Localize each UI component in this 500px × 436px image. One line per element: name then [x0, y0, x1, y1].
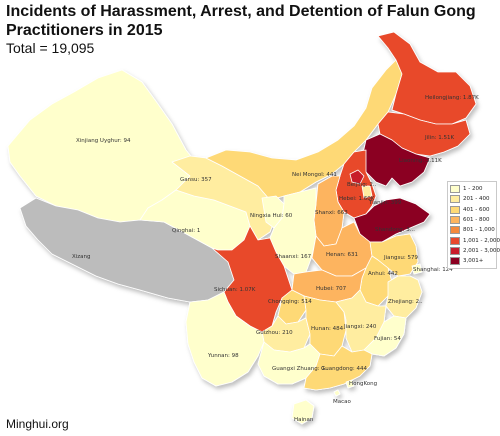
label-zhejiang: Zhejiang: 2.. — [388, 299, 423, 305]
legend-item: 201 - 400 — [450, 194, 494, 204]
label-xinjiang: Xinjiang Uyghur: 94 — [76, 138, 131, 144]
province-fujian[interactable] — [363, 315, 407, 357]
legend-swatch — [450, 226, 460, 235]
label-jiangxi: Jiangxi: 240 — [343, 324, 377, 330]
total-count: Total = 19,095 — [6, 40, 95, 56]
label-henan: Henan: 631 — [326, 252, 358, 258]
label-guangxi: Guangxi Zhuang: 1.. — [272, 366, 329, 372]
label-hongkong: HongKong — [349, 381, 377, 387]
label-beijing: Beijing: 2.. — [347, 182, 377, 188]
label-liaoning: Liaoning: 3.11K — [399, 158, 442, 164]
province-hongkong[interactable] — [345, 379, 355, 389]
label-xizang: Xizang — [72, 254, 91, 260]
label-hainan: Hainan — [294, 417, 314, 423]
province-guangdong[interactable] — [303, 345, 373, 391]
legend-swatch — [450, 205, 460, 214]
province-liaoning[interactable] — [361, 133, 431, 187]
label-shanxi: Shanxi: 663 — [315, 210, 348, 216]
label-macao: Macao — [333, 399, 352, 405]
legend-item: 601 - 800 — [450, 215, 494, 225]
legend-swatch — [450, 195, 460, 204]
legend-label: 801 - 1,000 — [463, 227, 495, 234]
legend-item: 801 - 1,000 — [450, 225, 495, 235]
label-ningxia: Ningxia Hui: 60 — [250, 213, 293, 219]
label-shanghai: Shanghai: 124 — [413, 267, 453, 273]
label-sichuan: Sichuan: 1.07K — [214, 287, 256, 293]
label-fujian: Fujian: 54 — [374, 336, 401, 342]
label-jilin: Jilin: 1.51K — [424, 135, 455, 141]
province-macao[interactable] — [333, 389, 341, 397]
map-title: Incidents of Harassment, Arrest, and Det… — [6, 3, 476, 39]
legend-item: 1,001 - 2,000 — [450, 235, 500, 245]
legend-item: 401 - 600 — [450, 205, 494, 215]
label-shandong: Shandong: 3... — [375, 227, 415, 233]
province-yunnan[interactable] — [185, 291, 265, 387]
label-chongqing: Chongqing: 514 — [268, 299, 312, 305]
legend-label: 1 - 200 — [463, 186, 483, 193]
legend-label: 601 - 800 — [463, 217, 490, 224]
legend-label: 401 - 600 — [463, 206, 490, 213]
legend-label: 1,001 - 2,000 — [463, 237, 500, 244]
label-neimongol: Nei Mongol: 441 — [292, 172, 337, 178]
label-shaanxi: Shaanxi: 167 — [275, 254, 312, 260]
label-tianjin: Tianjin: 399 — [368, 200, 402, 206]
legend-swatch — [450, 216, 460, 225]
map-legend: 1 - 200 201 - 400 401 - 600 601 - 800 80… — [447, 181, 500, 270]
province-hainan[interactable] — [291, 399, 315, 425]
legend-item: 3,001+ — [450, 256, 494, 266]
label-hebei: Hebei: 1.60K — [339, 196, 375, 202]
label-gansu: Gansu: 357 — [180, 177, 212, 183]
label-anhui: Anhui: 442 — [368, 271, 398, 277]
legend-label: 201 - 400 — [463, 196, 490, 203]
legend-swatch — [450, 257, 460, 266]
label-guizhou: Guizhou: 210 — [256, 330, 293, 336]
legend-label: 2,001 - 3,000 — [463, 247, 500, 254]
province-shanghai[interactable] — [411, 263, 423, 275]
province-beijing[interactable] — [349, 169, 365, 185]
label-guangdong: Guangdong: 444 — [321, 366, 368, 372]
province-zhejiang[interactable] — [385, 275, 423, 319]
province-tianjin[interactable] — [361, 185, 373, 199]
legend-swatch — [450, 185, 460, 194]
source-credit: Minghui.org — [6, 417, 69, 431]
label-heilongjiang: Heilongjiang: 1.87K — [425, 95, 479, 101]
legend-label: 3,001+ — [463, 258, 484, 265]
label-hunan: Hunan: 484 — [311, 326, 344, 332]
label-qinghai: Qinghai: 1 — [172, 228, 200, 234]
legend-item: 1 - 200 — [450, 184, 494, 194]
label-hubei: Hubei: 707 — [316, 286, 347, 292]
legend-item: 2,001 - 3,000 — [450, 246, 500, 256]
legend-swatch — [450, 246, 460, 255]
legend-swatch — [450, 236, 460, 245]
label-yunnan: Yunnan: 98 — [207, 353, 239, 359]
label-jiangsu: Jiangsu: 579 — [383, 255, 418, 261]
